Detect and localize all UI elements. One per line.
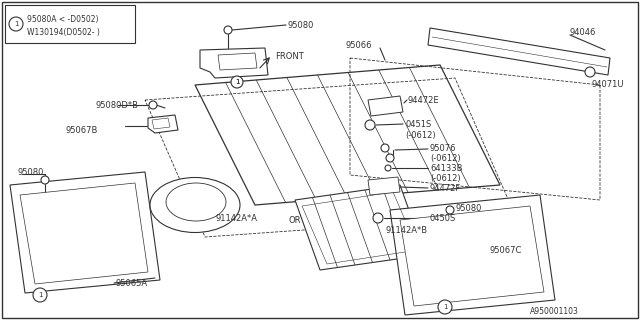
Polygon shape: [195, 65, 500, 205]
Text: 91142A*A: 91142A*A: [215, 213, 257, 222]
Text: 94472F: 94472F: [430, 183, 461, 193]
Text: 94071U: 94071U: [592, 80, 625, 89]
Text: A950001103: A950001103: [530, 308, 579, 316]
Circle shape: [585, 67, 595, 77]
Circle shape: [41, 176, 49, 184]
Text: 94046: 94046: [570, 28, 596, 36]
Text: 0451S: 0451S: [405, 119, 431, 129]
Polygon shape: [152, 118, 170, 129]
Text: (-0612): (-0612): [430, 154, 461, 163]
Text: W130194(D0502- ): W130194(D0502- ): [27, 28, 100, 36]
Polygon shape: [295, 185, 425, 270]
Text: 95080D*B: 95080D*B: [95, 100, 138, 109]
Circle shape: [224, 26, 232, 34]
Text: 1: 1: [443, 304, 447, 310]
Text: 95065A: 95065A: [115, 278, 147, 287]
Polygon shape: [400, 206, 544, 306]
Text: OR: OR: [289, 215, 301, 225]
Text: 1: 1: [38, 292, 42, 298]
Polygon shape: [218, 53, 257, 70]
Text: (-0612): (-0612): [430, 173, 461, 182]
Text: 91142A*B: 91142A*B: [385, 226, 427, 235]
Circle shape: [438, 300, 452, 314]
Text: 95080: 95080: [455, 204, 481, 212]
Polygon shape: [390, 195, 555, 315]
Polygon shape: [428, 28, 610, 75]
Circle shape: [386, 154, 394, 162]
Text: 64133B: 64133B: [430, 164, 463, 172]
Polygon shape: [148, 115, 178, 133]
Circle shape: [149, 101, 157, 109]
Polygon shape: [200, 48, 268, 78]
Polygon shape: [10, 172, 160, 293]
Polygon shape: [368, 177, 400, 195]
Circle shape: [365, 120, 375, 130]
Text: 1: 1: [235, 79, 239, 85]
Circle shape: [232, 77, 242, 87]
Circle shape: [446, 206, 454, 214]
Polygon shape: [368, 96, 403, 116]
Text: 95067C: 95067C: [490, 245, 522, 254]
Text: 94472E: 94472E: [408, 95, 440, 105]
Ellipse shape: [150, 178, 240, 233]
Text: 95080A < -D0502): 95080A < -D0502): [27, 14, 99, 23]
Text: 95080: 95080: [288, 20, 314, 29]
Text: 95066: 95066: [345, 41, 371, 50]
Circle shape: [381, 144, 389, 152]
Circle shape: [231, 76, 243, 88]
Circle shape: [373, 213, 383, 223]
Ellipse shape: [166, 183, 226, 221]
Text: 95076: 95076: [430, 143, 456, 153]
Text: 1: 1: [235, 79, 239, 85]
Text: 1: 1: [13, 21, 19, 27]
Bar: [5, 5, 135, 43]
Polygon shape: [20, 183, 148, 284]
Text: 95067B: 95067B: [65, 125, 97, 134]
Text: 0450S: 0450S: [430, 213, 456, 222]
Circle shape: [9, 17, 23, 31]
Circle shape: [385, 165, 391, 171]
Text: FRONT: FRONT: [275, 52, 304, 61]
Text: 95080: 95080: [18, 167, 44, 177]
Circle shape: [33, 288, 47, 302]
Text: (-0612): (-0612): [405, 131, 436, 140]
